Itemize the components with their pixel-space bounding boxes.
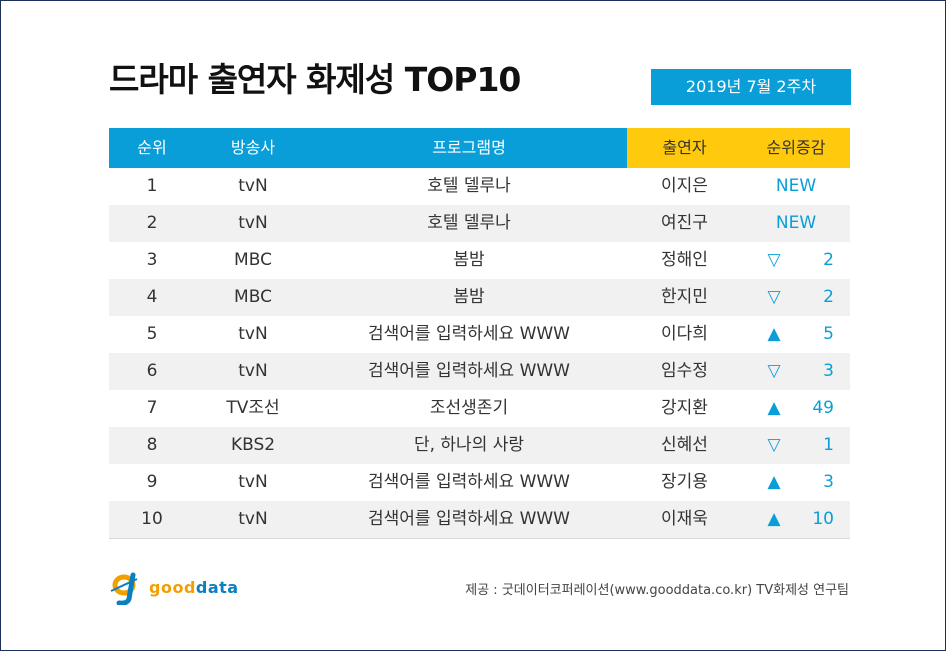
change-value: 3 [823,361,834,381]
rank-up-icon: ▲ [767,398,781,418]
performer-cell: 한지민 [661,287,708,307]
change-cell: ▽ 2 [742,242,850,279]
table-row: 4 MBC 봄밤 한지민 ▽ 2 [109,279,850,316]
change-value: 3 [823,472,834,492]
change-cell: ▲ 10 [742,501,850,538]
change-cell: ▽ 1 [742,427,850,464]
rank-cell: 5 [146,324,158,344]
program-cell: 봄밤 [453,250,485,270]
performer-cell: 장기용 [661,472,708,492]
change-value: 49 [812,398,834,418]
source-credit: 제공 : 굿데이터코퍼레이션(www.gooddata.co.kr) TV화제성… [465,583,849,598]
performer-cell: 강지환 [661,398,708,418]
program-cell: 검색어를 입력하세요 WWW [368,324,570,344]
gooddata-logo: gooddata [109,567,239,607]
broadcaster-cell: MBC [234,287,272,307]
change-value: 2 [823,250,834,270]
broadcaster-cell: tvN [238,324,268,344]
rank-cell: 6 [146,361,158,381]
rank-cell: 8 [146,435,158,455]
program-cell: 검색어를 입력하세요 WWW [368,509,570,529]
table-row: 8 KBS2 단, 하나의 사랑 신혜선 ▽ 1 [109,427,850,464]
rank-down-icon: ▽ [767,361,781,381]
performer-cell: 여진구 [661,213,708,233]
rank-cell: 7 [146,398,158,418]
broadcaster-cell: tvN [238,472,268,492]
rank-down-icon: ▽ [767,287,781,307]
table-row: 3 MBC 봄밤 정해인 ▽ 2 [109,242,850,279]
performer-cell: 이재욱 [661,509,708,529]
page-title: 드라마 출연자 화제성 TOP10 [109,60,521,99]
table-row: 7 TV조선 조선생존기 강지환 ▲ 49 [109,390,850,427]
broadcaster-cell: tvN [238,213,268,233]
performer-cell: 정해인 [661,250,708,270]
header-change: 순위증감 [742,128,850,168]
broadcaster-cell: MBC [234,250,272,270]
change-cell: ▽ 2 [742,279,850,316]
program-cell: 단, 하나의 사랑 [413,435,525,455]
change-value: 5 [823,324,834,344]
header-broadcaster: 방송사 [195,128,311,168]
table-row: 1 tvN 호텔 델루나 이지은 NEW [109,168,850,205]
performer-cell: 임수정 [661,361,708,381]
performer-cell: 이다희 [661,324,708,344]
broadcaster-cell: tvN [238,361,268,381]
logo-wordmark: gooddata [149,578,239,597]
table-row: 6 tvN 검색어를 입력하세요 WWW 임수정 ▽ 3 [109,353,850,390]
rank-cell: 3 [146,250,158,270]
change-cell: NEW [742,168,850,205]
program-cell: 봄밤 [453,287,485,307]
rank-cell: 10 [141,509,163,529]
broadcaster-cell: KBS2 [230,435,276,455]
program-cell: 호텔 델루나 [427,176,511,196]
program-cell: 호텔 델루나 [427,213,511,233]
table-header: 순위 방송사 프로그램명 출연자 순위증감 [109,128,850,168]
rank-cell: 1 [146,176,158,196]
change-cell: ▲ 3 [742,464,850,501]
rank-cell: 4 [146,287,158,307]
rank-up-icon: ▲ [767,472,781,492]
table-row: 5 tvN 검색어를 입력하세요 WWW 이다희 ▲ 5 [109,316,850,353]
rank-cell: 2 [146,213,158,233]
change-cell: ▲ 49 [742,390,850,427]
logo-text-data: data [195,577,239,597]
header-rank: 순위 [109,128,195,168]
table-row: 9 tvN 검색어를 입력하세요 WWW 장기용 ▲ 3 [109,464,850,501]
performer-cell: 이지은 [661,176,708,196]
header-performer: 출연자 [627,128,742,168]
ranking-table: 순위 방송사 프로그램명 출연자 순위증감 1 tvN 호텔 델루나 이지은 NEW 2 t… [109,128,850,539]
header-program: 프로그램명 [311,128,627,168]
rank-up-icon: ▲ [767,324,781,344]
change-value: 10 [812,509,834,529]
change-value: 1 [823,435,834,455]
rank-down-icon: ▽ [767,435,781,455]
rank-down-icon: ▽ [767,250,781,270]
table-bottom-divider [109,538,850,539]
program-cell: 검색어를 입력하세요 WWW [368,361,570,381]
week-badge: 2019년 7월 2주차 [651,69,851,105]
new-badge: NEW [775,176,817,196]
rank-up-icon: ▲ [767,509,781,529]
table-row: 10 tvN 검색어를 입력하세요 WWW 이재욱 ▲ 10 [109,501,850,538]
change-value: 2 [823,287,834,307]
broadcaster-cell: TV조선 [226,398,280,418]
rank-cell: 9 [146,472,158,492]
logo-text-good: good [149,577,196,597]
gooddata-logo-icon [110,572,138,605]
change-cell: ▽ 3 [742,353,850,390]
table-row: 2 tvN 호텔 델루나 여진구 NEW [109,205,850,242]
new-badge: NEW [775,213,817,233]
broadcaster-cell: tvN [238,176,268,196]
change-cell: NEW [742,205,850,242]
change-cell: ▲ 5 [742,316,850,353]
performer-cell: 신혜선 [661,435,708,455]
broadcaster-cell: tvN [238,509,268,529]
table-body: 1 tvN 호텔 델루나 이지은 NEW 2 tvN 호텔 델루나 여진구 NEW 3 MBC 봄밤 정해… [109,168,850,538]
program-cell: 검색어를 입력하세요 WWW [368,472,570,492]
program-cell: 조선생존기 [429,398,509,418]
